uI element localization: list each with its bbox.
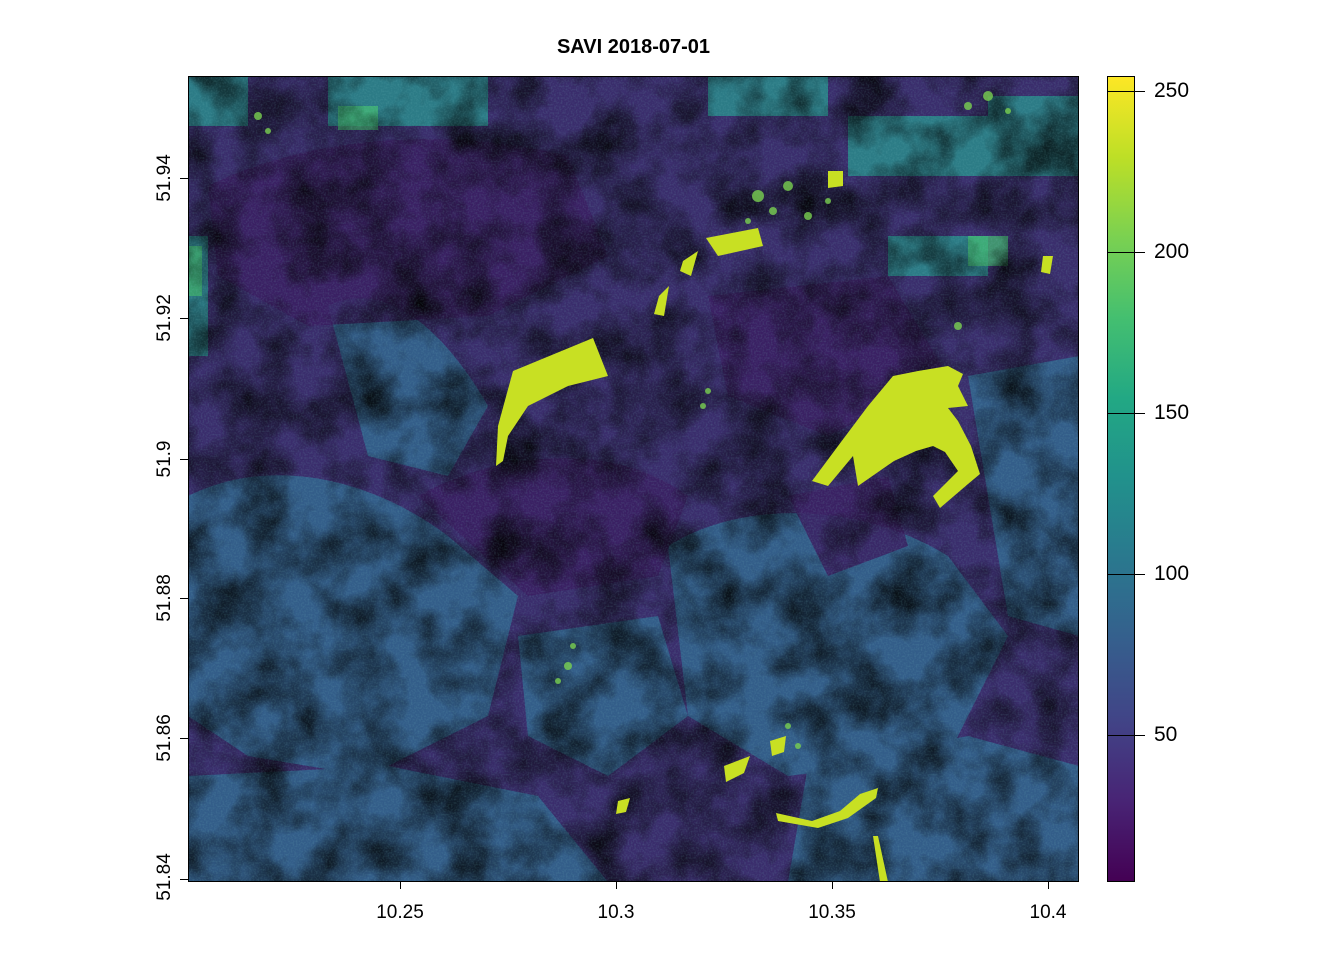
y-tick-label: 51.9 xyxy=(154,440,175,478)
x-tick-mark xyxy=(616,881,617,889)
x-tick-mark xyxy=(400,881,401,889)
colorbar-tick-label: 100 xyxy=(1154,562,1190,585)
colorbar-tick-label: 200 xyxy=(1154,240,1190,263)
x-tick-label: 10.3 xyxy=(597,902,635,923)
y-tick-mark xyxy=(180,879,188,880)
colorbar-tick-mark xyxy=(1107,91,1145,92)
y-tick-label: 51.92 xyxy=(154,294,175,342)
x-tick-label: 10.25 xyxy=(376,902,424,923)
colorbar-legend xyxy=(1107,76,1135,882)
colorbar-tick-label: 50 xyxy=(1154,723,1178,746)
savi-raster-map[interactable] xyxy=(188,76,1079,882)
colorbar-tick-mark xyxy=(1107,735,1145,736)
x-tick-label: 10.35 xyxy=(808,902,856,923)
x-tick-label: 10.4 xyxy=(1029,902,1067,923)
plot-title: SAVI 2018-07-01 xyxy=(556,36,711,58)
x-tick-mark xyxy=(1048,881,1049,889)
y-tick-mark xyxy=(180,318,188,319)
y-tick-mark xyxy=(180,178,188,179)
x-tick-mark xyxy=(832,881,833,889)
y-tick-label: 51.88 xyxy=(154,574,175,622)
y-tick-mark xyxy=(180,738,188,739)
water-bodies xyxy=(496,171,1053,882)
y-tick-label: 51.84 xyxy=(154,853,175,901)
colorbar-tick-label: 150 xyxy=(1154,401,1190,424)
colorbar-tick-label: 250 xyxy=(1154,79,1190,102)
colorbar-tick-mark xyxy=(1107,574,1145,575)
y-tick-label: 51.86 xyxy=(154,714,175,762)
urban-regions xyxy=(254,91,1011,749)
raster-speckle xyxy=(188,76,1079,882)
colorbar-tick-mark xyxy=(1107,252,1145,253)
colorbar-tick-mark xyxy=(1107,413,1145,414)
y-tick-mark xyxy=(180,459,188,460)
reservoir-west xyxy=(496,338,608,466)
y-tick-mark xyxy=(180,598,188,599)
y-tick-label: 51.94 xyxy=(154,154,175,202)
reservoir-east xyxy=(812,366,980,508)
